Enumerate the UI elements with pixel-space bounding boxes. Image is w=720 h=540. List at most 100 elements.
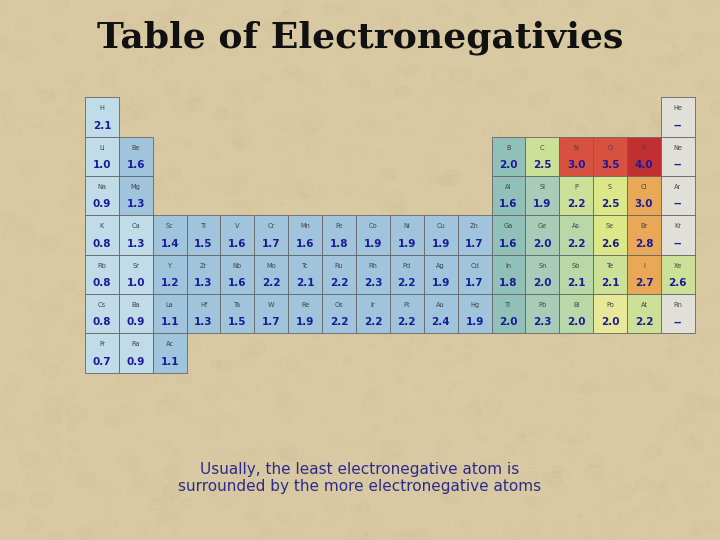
Text: 1.6: 1.6: [228, 239, 247, 248]
Circle shape: [27, 303, 45, 316]
Circle shape: [248, 22, 262, 33]
Circle shape: [215, 420, 234, 435]
Circle shape: [231, 200, 252, 215]
Circle shape: [34, 333, 48, 343]
FancyBboxPatch shape: [390, 294, 424, 333]
Circle shape: [486, 495, 498, 503]
Circle shape: [501, 205, 507, 209]
Circle shape: [290, 255, 310, 270]
Circle shape: [680, 147, 693, 156]
Text: Nb: Nb: [233, 262, 242, 268]
Text: 2.2: 2.2: [397, 317, 416, 327]
FancyBboxPatch shape: [119, 176, 153, 215]
Text: 2.2: 2.2: [397, 278, 416, 288]
Text: 2.1: 2.1: [93, 120, 111, 131]
FancyBboxPatch shape: [424, 215, 458, 254]
FancyBboxPatch shape: [288, 215, 322, 254]
Circle shape: [8, 404, 13, 408]
Circle shape: [712, 245, 715, 247]
Text: 0.9: 0.9: [127, 356, 145, 367]
Circle shape: [372, 431, 377, 435]
Circle shape: [611, 426, 615, 429]
Circle shape: [0, 40, 9, 52]
Circle shape: [313, 219, 325, 228]
Circle shape: [328, 375, 333, 377]
Text: 1.2: 1.2: [161, 278, 179, 288]
Text: Ra: Ra: [132, 341, 140, 347]
Circle shape: [216, 96, 230, 107]
Circle shape: [647, 37, 648, 38]
Circle shape: [66, 407, 87, 422]
FancyBboxPatch shape: [661, 176, 695, 215]
Text: Zr: Zr: [200, 262, 207, 268]
Circle shape: [611, 35, 623, 44]
Circle shape: [445, 387, 446, 388]
FancyBboxPatch shape: [661, 97, 695, 137]
Circle shape: [369, 470, 377, 476]
Circle shape: [657, 386, 665, 391]
Text: As: As: [572, 223, 580, 230]
Circle shape: [545, 528, 547, 529]
Circle shape: [280, 203, 284, 205]
FancyBboxPatch shape: [559, 215, 593, 254]
Circle shape: [221, 196, 235, 207]
Circle shape: [110, 397, 122, 407]
Circle shape: [184, 143, 191, 148]
FancyBboxPatch shape: [492, 137, 526, 176]
Text: Ca: Ca: [132, 223, 140, 230]
Circle shape: [573, 95, 593, 110]
Circle shape: [1, 134, 6, 138]
Text: 1.3: 1.3: [194, 278, 213, 288]
FancyBboxPatch shape: [661, 215, 695, 254]
Circle shape: [550, 254, 562, 264]
Circle shape: [520, 373, 527, 378]
Text: --: --: [674, 160, 682, 170]
Circle shape: [402, 41, 413, 49]
Circle shape: [261, 528, 271, 536]
Circle shape: [672, 45, 678, 50]
FancyBboxPatch shape: [593, 137, 627, 176]
Circle shape: [189, 389, 191, 390]
Circle shape: [641, 495, 661, 511]
Circle shape: [69, 457, 81, 466]
Circle shape: [451, 68, 471, 83]
Circle shape: [500, 522, 519, 536]
Circle shape: [591, 457, 605, 467]
Circle shape: [390, 143, 412, 159]
Text: Co: Co: [369, 223, 377, 230]
FancyBboxPatch shape: [593, 176, 627, 215]
Text: Ag: Ag: [436, 262, 445, 268]
Text: 1.3: 1.3: [194, 317, 213, 327]
Text: 1.6: 1.6: [499, 199, 518, 209]
Circle shape: [344, 198, 357, 207]
Circle shape: [3, 228, 17, 239]
Circle shape: [369, 467, 382, 478]
Circle shape: [426, 260, 446, 276]
Circle shape: [524, 118, 530, 123]
Text: 2.2: 2.2: [262, 278, 281, 288]
Circle shape: [67, 423, 76, 431]
Circle shape: [8, 40, 14, 45]
Circle shape: [364, 80, 385, 96]
Circle shape: [158, 441, 171, 450]
Circle shape: [563, 62, 580, 74]
Circle shape: [91, 351, 97, 356]
Circle shape: [401, 139, 405, 143]
Circle shape: [371, 173, 383, 183]
Circle shape: [74, 153, 89, 164]
Circle shape: [432, 72, 437, 76]
Circle shape: [42, 410, 61, 425]
Circle shape: [670, 100, 682, 110]
Circle shape: [546, 32, 552, 36]
Text: 1.6: 1.6: [296, 239, 315, 248]
Circle shape: [310, 269, 325, 281]
Circle shape: [78, 291, 91, 300]
Text: Tl: Tl: [505, 302, 511, 308]
Text: 0.9: 0.9: [93, 199, 111, 209]
Text: 2.0: 2.0: [533, 239, 552, 248]
Text: Au: Au: [436, 302, 445, 308]
FancyBboxPatch shape: [186, 294, 220, 333]
Circle shape: [276, 393, 289, 403]
Circle shape: [43, 178, 58, 189]
Circle shape: [436, 451, 447, 460]
